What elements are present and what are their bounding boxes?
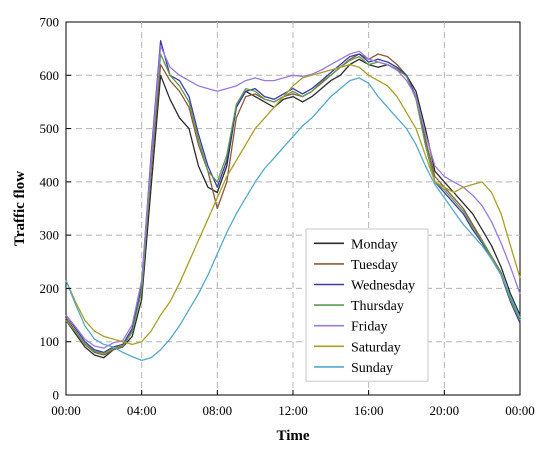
y-tick-label: 0 (53, 388, 60, 403)
legend-label: Monday (351, 237, 398, 252)
x-tick-label: 20:00 (430, 403, 460, 418)
legend-label: Sunday (351, 361, 393, 376)
legend-label: Saturday (351, 340, 401, 355)
x-axis-ticks: 00:00 04:00 08:00 12:00 16:00 20:00 00:00 (51, 390, 535, 418)
y-tick-label: 600 (40, 68, 60, 83)
y-tick-label: 300 (40, 228, 60, 243)
y-tick-label: 400 (40, 174, 60, 189)
x-tick-label: 12:00 (278, 403, 308, 418)
x-tick-label: 04:00 (127, 403, 157, 418)
series-line-thursday (65, 53, 521, 355)
y-tick-label: 200 (40, 281, 60, 296)
legend-label: Wednesday (351, 279, 415, 294)
x-tick-label: 00:00 (505, 403, 535, 418)
y-axis-title: Traffic flow (12, 171, 28, 246)
y-tick-label: 500 (40, 121, 60, 136)
legend: Monday Tuesday Wednesday Thursday Friday Satu… (305, 228, 429, 382)
x-tick-label: 08:00 (203, 403, 233, 418)
series-lines (65, 40, 521, 362)
legend-label: Tuesday (351, 258, 398, 273)
legend-label: Thursday (351, 299, 404, 314)
x-tick-label: 00:00 (51, 403, 81, 418)
x-axis-title: Time (276, 428, 309, 444)
series-line-saturday (65, 63, 521, 346)
y-axis-ticks: 0 100 200 300 400 500 600 700 (40, 15, 71, 403)
series-line-friday (65, 45, 521, 349)
y-tick-label: 700 (40, 15, 60, 30)
x-tick-label: 16:00 (354, 403, 384, 418)
y-tick-label: 100 (40, 334, 60, 349)
series-line-monday (65, 58, 521, 359)
series-line-sunday (65, 77, 521, 362)
legend-label: Friday (351, 320, 388, 335)
